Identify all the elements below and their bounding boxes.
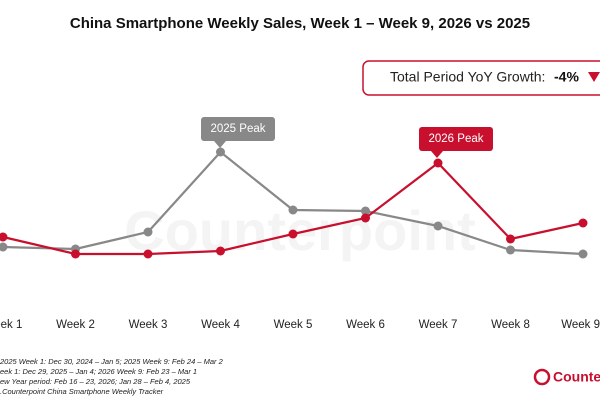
callout-label: Total Period YoY Growth: xyxy=(390,69,545,85)
point xyxy=(433,221,443,231)
callout-box xyxy=(362,60,600,96)
annotation-pointer xyxy=(431,151,443,158)
point xyxy=(71,249,80,259)
point xyxy=(361,206,370,216)
annotation: 2025 Peak xyxy=(211,123,266,135)
point xyxy=(578,218,588,228)
point xyxy=(0,232,8,242)
x-tick-label: Week 5 xyxy=(274,319,313,331)
chart-title: China Smartphone Weekly Sales, Week 1 – … xyxy=(70,15,530,32)
point xyxy=(288,205,298,215)
point xyxy=(361,213,370,223)
point xyxy=(216,246,225,256)
annotation-box xyxy=(201,117,275,141)
callout-value: -4% xyxy=(554,69,579,85)
footnote: 2025 Week 1: Dec 30, 2024 – Jan 5; 2025 … xyxy=(0,357,224,366)
annotation-pointer xyxy=(214,141,226,148)
x-tick-label: Week 8 xyxy=(491,319,530,331)
point xyxy=(578,249,588,259)
point xyxy=(433,158,443,168)
logo: Counterpoint xyxy=(553,369,600,385)
x-tick-label: Week 4 xyxy=(201,319,240,331)
point xyxy=(143,227,153,237)
point xyxy=(506,234,515,244)
footnote: eek 1: Dec 29, 2025 – Jan 4; 2026 Week 9… xyxy=(0,367,197,376)
annotation-box xyxy=(419,127,493,151)
footnote: ew Year period: Feb 16 – 23, 2026; Jan 2… xyxy=(0,377,191,386)
point xyxy=(506,245,515,255)
x-tick-label: Week 1 xyxy=(0,319,22,331)
x-tick-label: Week 2 xyxy=(56,319,95,331)
x-tick-label: Week 7 xyxy=(419,319,458,331)
point xyxy=(143,249,153,259)
x-tick-label: Week 6 xyxy=(346,319,385,331)
down-arrow xyxy=(588,72,600,82)
x-tick-label: Week 3 xyxy=(129,319,168,331)
point xyxy=(0,242,8,252)
point xyxy=(288,229,298,239)
footnote: .Counterpoint China Smartphone Weekly Tr… xyxy=(0,387,164,396)
annotation: 2026 Peak xyxy=(429,133,484,145)
logo-icon xyxy=(533,368,551,386)
point xyxy=(216,147,225,157)
x-tick-label: Week 9 xyxy=(561,319,600,331)
